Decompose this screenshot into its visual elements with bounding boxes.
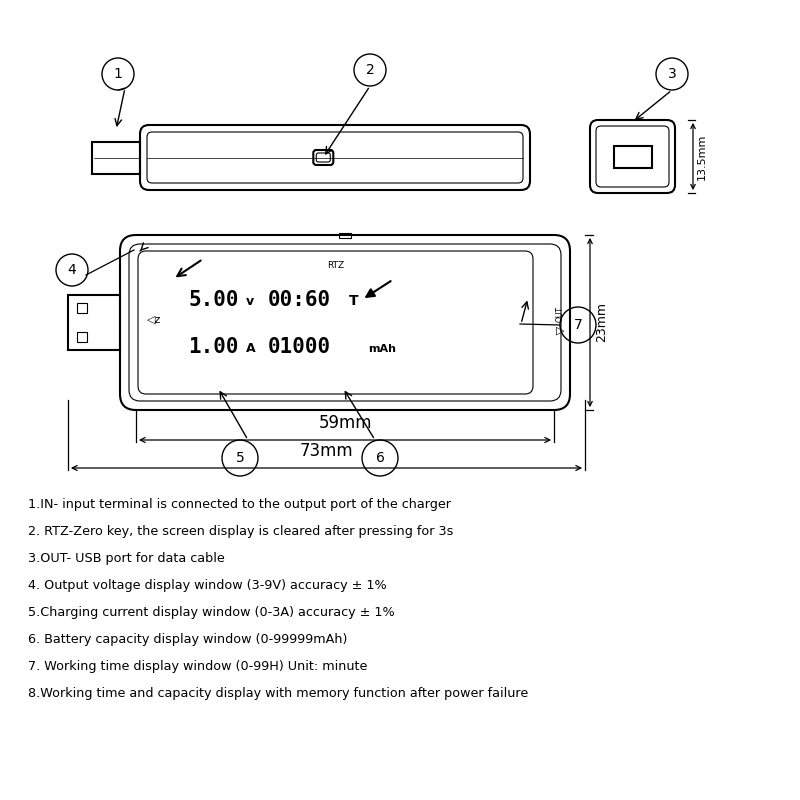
Text: OUT: OUT [555,306,565,322]
Text: 7: 7 [574,318,582,332]
Bar [77,332,87,342]
Text: 1.00: 1.00 [188,337,238,357]
Text: 2. RTZ-Zero key, the screen display is cleared after pressing for 3s: 2. RTZ-Zero key, the screen display is c… [28,525,454,538]
Text: 73mm: 73mm [300,442,354,460]
Text: 3: 3 [668,67,676,81]
Bar [614,146,651,167]
Text: 6. Battery capacity display window (0-99999mAh): 6. Battery capacity display window (0-99… [28,633,347,646]
Bar [92,142,140,174]
Text: RTZ: RTZ [327,261,344,270]
Text: 5.Charging current display window (0-3A) accuracy ± 1%: 5.Charging current display window (0-3A)… [28,606,394,619]
Text: T: T [349,294,358,308]
Bar [68,295,120,350]
Text: 4: 4 [68,263,76,277]
Text: A: A [246,342,256,355]
Text: 5: 5 [236,451,244,465]
Text: 3.OUT- USB port for data cable: 3.OUT- USB port for data cable [28,552,225,565]
Text: 1.IN- input terminal is connected to the output port of the charger: 1.IN- input terminal is connected to the… [28,498,451,511]
Text: 4. Output voltage display window (3-9V) accuracy ± 1%: 4. Output voltage display window (3-9V) … [28,579,386,592]
Text: 00:60: 00:60 [268,290,331,310]
Text: 5.00: 5.00 [188,290,238,310]
Text: 8.Working time and capacity display with memory function after power failure: 8.Working time and capacity display with… [28,687,528,700]
Text: 13.5mm: 13.5mm [697,134,707,180]
Text: v: v [246,295,254,308]
Bar [77,303,87,313]
Text: 1: 1 [114,67,122,81]
Text: 59mm: 59mm [318,414,372,432]
Text: 7. Working time display window (0-99H) Unit: minute: 7. Working time display window (0-99H) U… [28,660,367,673]
Text: 01000: 01000 [268,337,331,357]
Text: 2: 2 [366,63,374,77]
Text: 23mm: 23mm [595,302,608,342]
Text: ▷: ▷ [556,326,564,335]
Text: 6: 6 [375,451,385,465]
Text: mAh: mAh [368,344,396,354]
Bar [339,233,351,238]
Text: ◁z: ◁z [147,314,161,325]
